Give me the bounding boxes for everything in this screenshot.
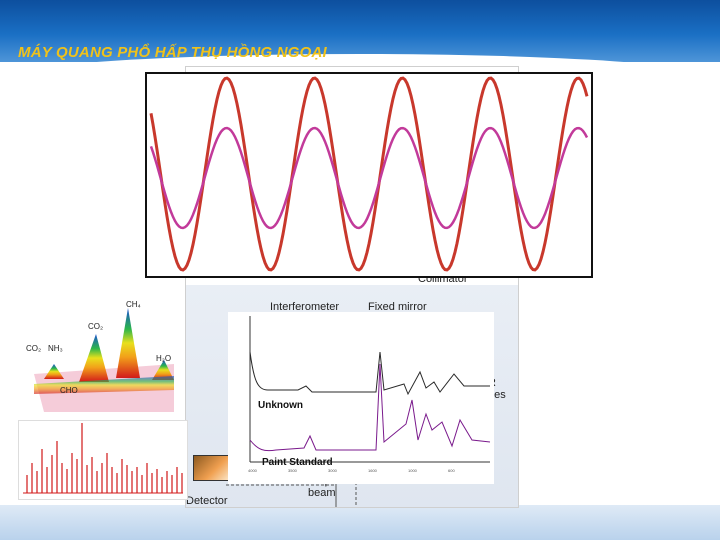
detector-icon — [193, 455, 229, 481]
interferometer-label: Interferometer — [270, 301, 340, 313]
label-co2-a: CO₂ — [88, 322, 104, 331]
ir-spectra-graphic: 4000 3500 3000 1600 1000 600 — [248, 316, 491, 473]
ir-spectra-image: 4000 3500 3000 1600 1000 600 Unknown Paint S… — [228, 312, 494, 484]
stick-spectrum-image — [18, 420, 188, 500]
svg-text:3500: 3500 — [288, 468, 298, 473]
svg-text:3000: 3000 — [328, 468, 338, 473]
beam-label: beam — [308, 487, 336, 499]
unknown-label: Unknown — [258, 400, 303, 411]
interferogram-panel — [145, 72, 593, 278]
svg-text:600: 600 — [448, 468, 455, 473]
footer-band — [0, 505, 720, 540]
surface-plot-graphic — [34, 308, 174, 412]
svg-text:1600: 1600 — [368, 468, 378, 473]
slide-title: MÁY QUANG PHỔ HẤP THỤ HỒNG NGOẠI — [18, 44, 327, 61]
stick-spectrum-graphic — [23, 423, 183, 494]
label-h2o: H₂O — [156, 354, 172, 363]
surface-plot-image: CH₄ CO₂ CO₂ NH₃ H₂O CHO — [24, 294, 180, 414]
svg-text:1000: 1000 — [408, 468, 418, 473]
fixed-mirror-label: Fixed mirror — [368, 301, 427, 313]
interferogram-plot — [149, 76, 589, 272]
svg-text:4000: 4000 — [248, 468, 258, 473]
paint-standard-label: Paint Standard — [262, 457, 333, 468]
detector-label: Detector — [186, 495, 228, 507]
label-nh3: NH₃ — [48, 344, 63, 353]
label-co2-b: CO₂ — [26, 344, 42, 353]
label-ch4: CH₄ — [126, 300, 141, 309]
label-cho: CHO — [60, 386, 78, 395]
inner-wave — [149, 126, 589, 230]
outer-wave — [149, 76, 589, 272]
